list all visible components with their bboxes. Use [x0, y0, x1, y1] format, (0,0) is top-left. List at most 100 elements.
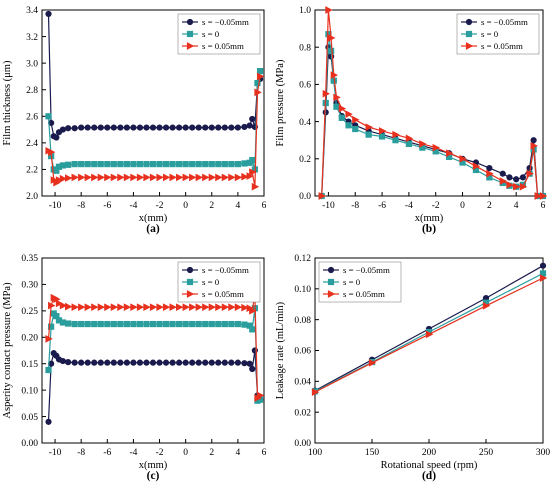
data-point	[215, 124, 222, 131]
data-point	[228, 303, 236, 311]
series-a-2	[45, 68, 264, 174]
data-point	[65, 359, 72, 366]
data-point	[149, 303, 158, 311]
legend-marker	[327, 278, 335, 286]
data-point	[176, 124, 183, 131]
data-point	[97, 161, 104, 168]
data-point	[176, 303, 184, 311]
y-tick-label: 0.02	[294, 408, 311, 418]
data-point	[45, 366, 52, 374]
data-point	[249, 157, 256, 164]
data-point	[419, 140, 427, 148]
legend-marker	[186, 30, 194, 38]
data-point	[143, 173, 151, 182]
data-point	[254, 88, 262, 97]
data-point	[202, 161, 209, 168]
x-axis-label: x(mm)	[139, 460, 168, 471]
series-b-3	[318, 6, 548, 200]
data-point	[228, 173, 236, 182]
data-point	[123, 320, 130, 328]
x-tick-label: 150	[365, 448, 380, 458]
x-axis-label: Rotational speed (rpm)	[381, 460, 478, 471]
x-tick-label: 4	[514, 201, 519, 211]
data-point	[228, 161, 235, 168]
data-point	[78, 359, 85, 366]
data-point	[149, 320, 157, 328]
data-point	[78, 124, 85, 131]
y-tick-label: 0.10	[294, 285, 311, 295]
series-b-2	[318, 31, 547, 200]
data-point	[256, 391, 265, 400]
legend-marker	[465, 42, 474, 50]
data-point	[48, 148, 56, 156]
data-point	[169, 173, 177, 182]
data-point	[208, 303, 217, 311]
data-point	[241, 321, 248, 328]
data-point	[104, 359, 111, 366]
data-point	[228, 359, 235, 366]
y-tick-label: 0.35	[21, 254, 38, 264]
series-c-1	[45, 347, 264, 425]
data-point	[91, 320, 98, 328]
data-point	[143, 320, 150, 328]
data-point	[249, 326, 256, 333]
series-line	[48, 76, 261, 187]
data-point	[208, 359, 215, 366]
data-point	[246, 360, 253, 367]
data-point	[84, 124, 91, 131]
data-point	[110, 320, 117, 328]
data-point	[143, 124, 150, 131]
data-point	[368, 359, 377, 367]
x-tick-label: 300	[536, 448, 550, 458]
series-d-3	[311, 274, 548, 396]
data-point	[519, 174, 526, 181]
data-point	[143, 359, 150, 366]
x-tick-label: 4	[236, 201, 241, 211]
legend: s = −0.05mm s = 0 s = 0.05mm	[318, 261, 402, 303]
data-point	[513, 176, 520, 183]
data-point	[221, 359, 228, 366]
data-point	[202, 173, 210, 182]
data-point	[392, 130, 400, 139]
data-point	[156, 359, 163, 366]
legend-marker	[186, 18, 194, 26]
y-tick-label: 0.8	[299, 43, 311, 53]
data-point	[534, 192, 542, 200]
data-point	[97, 124, 104, 131]
data-point	[59, 357, 66, 365]
data-point	[365, 131, 372, 138]
data-point	[156, 320, 163, 328]
data-point	[110, 124, 117, 131]
legend-label: s = 0	[202, 277, 220, 287]
data-point	[182, 161, 189, 168]
data-point	[143, 161, 150, 168]
y-tick-label: 1.0	[299, 6, 311, 16]
legend: s = −0.05mm s = 0 s = 0.05mm	[177, 13, 261, 55]
y-tick-label: 2.0	[26, 192, 38, 202]
data-point	[249, 168, 257, 176]
data-point	[117, 173, 125, 182]
data-point	[208, 173, 217, 182]
data-point	[472, 162, 481, 171]
y-tick-label: 0.10	[21, 386, 38, 396]
data-point	[130, 320, 137, 328]
data-point	[182, 359, 189, 366]
data-point	[149, 173, 158, 182]
data-point	[176, 359, 183, 366]
y-tick-label: 3.4	[26, 6, 38, 16]
data-point	[53, 134, 60, 141]
panel-b: -10 -8 -6 -4 -2 0 2 4 6 0.0 0.2 0.4 0.6 0.8 1.0 x(mm) Fi…	[275, 6, 548, 235]
data-point	[59, 319, 66, 326]
data-point	[71, 173, 79, 182]
data-point	[189, 124, 196, 131]
data-point	[539, 192, 548, 200]
legend-marker	[465, 18, 473, 26]
data-point	[208, 124, 215, 131]
y-tick-label: 2.6	[26, 112, 38, 122]
data-point	[215, 173, 223, 182]
y-tick-label: 0.6	[299, 81, 311, 91]
data-point	[123, 124, 130, 131]
data-point	[65, 320, 72, 327]
data-point	[338, 114, 345, 121]
data-point	[208, 320, 215, 328]
